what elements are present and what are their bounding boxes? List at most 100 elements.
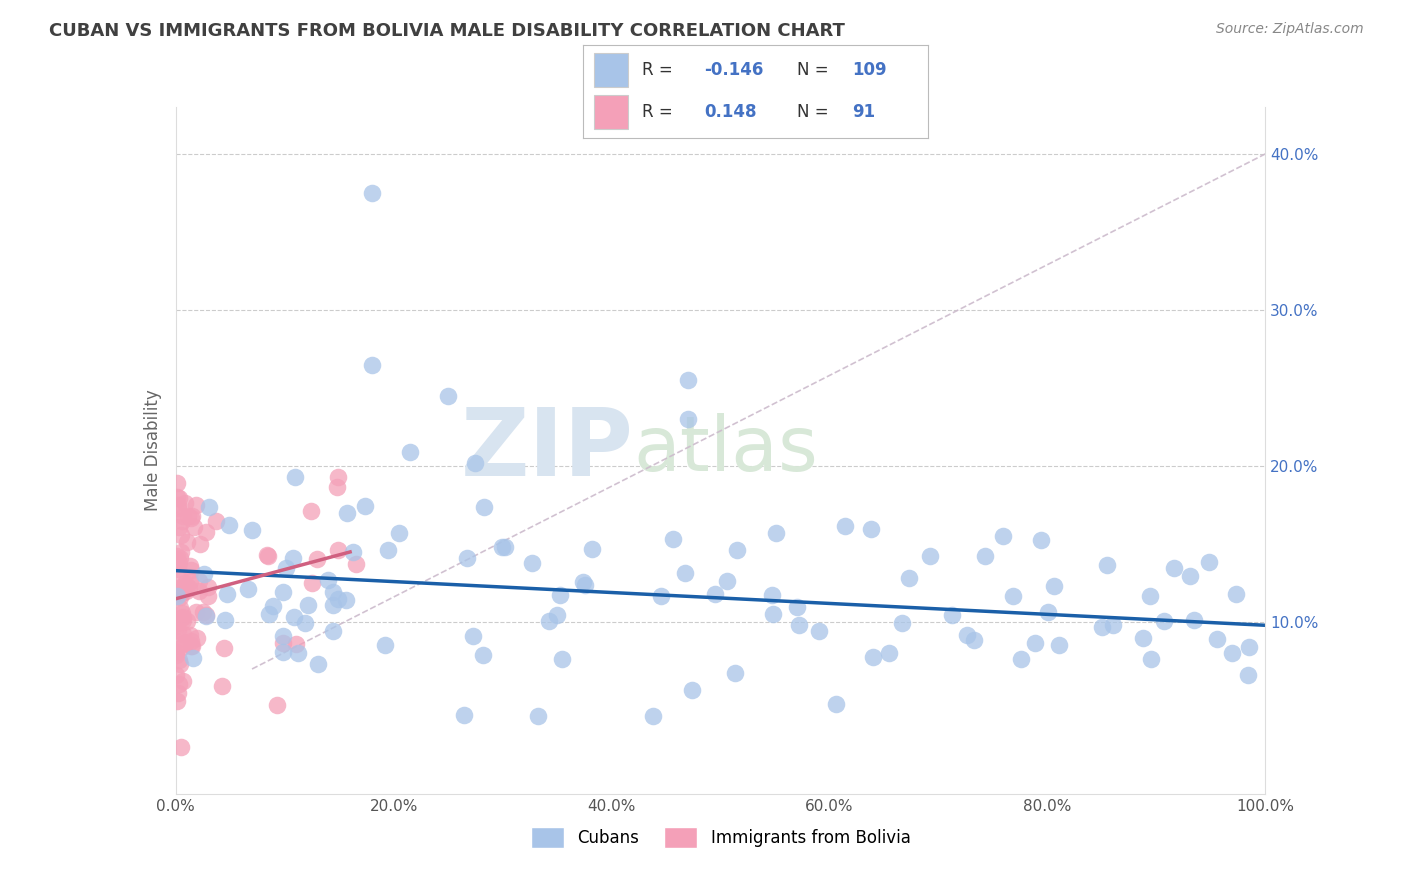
Point	[962, 632, 984, 647]
Point	[167, 556, 190, 570]
Point	[326, 543, 349, 558]
Point	[322, 624, 344, 639]
Point	[494, 540, 516, 554]
Point	[173, 577, 195, 591]
Point	[877, 646, 900, 660]
Text: R =: R =	[643, 61, 673, 78]
Point	[172, 585, 194, 599]
Point	[169, 551, 191, 566]
Point	[471, 648, 494, 662]
Point	[271, 635, 294, 649]
Point	[266, 698, 288, 712]
Point	[305, 551, 328, 566]
Point	[1220, 646, 1243, 660]
Point	[956, 628, 979, 642]
Point	[166, 553, 188, 567]
Point	[173, 636, 195, 650]
Point	[1043, 579, 1066, 593]
Point	[322, 598, 344, 612]
Point	[179, 628, 201, 642]
Point	[456, 551, 478, 566]
Point	[179, 574, 201, 588]
Point	[716, 574, 738, 588]
Point	[167, 491, 190, 505]
Point	[574, 578, 596, 592]
Point	[463, 629, 485, 643]
Point	[326, 480, 349, 494]
Point	[294, 615, 316, 630]
Point	[762, 607, 785, 621]
Point	[859, 522, 882, 536]
Text: Source: ZipAtlas.com: Source: ZipAtlas.com	[1216, 22, 1364, 37]
Point	[193, 605, 215, 619]
Point	[166, 616, 188, 631]
Point	[170, 740, 193, 755]
Point	[183, 520, 205, 534]
Point	[166, 581, 188, 595]
Point	[787, 618, 810, 632]
Point	[197, 580, 219, 594]
Point	[165, 668, 187, 682]
Point	[169, 572, 191, 586]
Point	[166, 490, 188, 504]
Point	[761, 588, 783, 602]
Point	[941, 608, 963, 623]
Point	[360, 358, 382, 372]
Point	[537, 614, 560, 628]
Text: N =: N =	[797, 61, 828, 78]
Point	[205, 514, 228, 528]
Point	[548, 588, 571, 602]
Point	[1139, 589, 1161, 603]
Point	[1182, 613, 1205, 627]
Point	[165, 619, 187, 633]
Point	[177, 508, 200, 523]
Point	[862, 650, 884, 665]
Point	[188, 536, 211, 550]
Point	[724, 665, 747, 680]
Text: 0.148: 0.148	[704, 103, 756, 121]
Point	[170, 610, 193, 624]
Point	[354, 499, 377, 513]
Point	[176, 534, 198, 549]
Text: 91: 91	[852, 103, 876, 121]
Point	[335, 506, 357, 520]
Point	[335, 593, 357, 607]
Point	[388, 526, 411, 541]
Point	[172, 674, 194, 689]
Point	[186, 631, 208, 645]
Point	[1038, 605, 1060, 619]
Point	[398, 445, 420, 459]
Point	[1163, 560, 1185, 574]
Point	[180, 564, 202, 578]
Point	[725, 543, 748, 558]
Point	[271, 629, 294, 643]
Point	[1029, 533, 1052, 548]
Point	[212, 640, 235, 655]
Point	[194, 607, 217, 622]
Point	[165, 555, 187, 569]
Point	[165, 645, 187, 659]
FancyBboxPatch shape	[593, 95, 628, 129]
Point	[287, 647, 309, 661]
Point	[180, 633, 202, 648]
Point	[172, 627, 194, 641]
Point	[673, 566, 696, 580]
Point	[360, 186, 382, 200]
Point	[1010, 652, 1032, 666]
Point	[307, 657, 329, 672]
Point	[1198, 555, 1220, 569]
Point	[262, 599, 284, 613]
Point	[522, 556, 544, 570]
Point	[342, 545, 364, 559]
Point	[166, 648, 188, 662]
Point	[1024, 636, 1046, 650]
Point	[271, 585, 294, 599]
Point	[173, 496, 195, 510]
Point	[807, 624, 830, 638]
Text: atlas: atlas	[633, 414, 818, 487]
Point	[176, 615, 198, 629]
Point	[276, 561, 298, 575]
Point	[167, 677, 190, 691]
Point	[1095, 558, 1118, 572]
Point	[281, 550, 304, 565]
